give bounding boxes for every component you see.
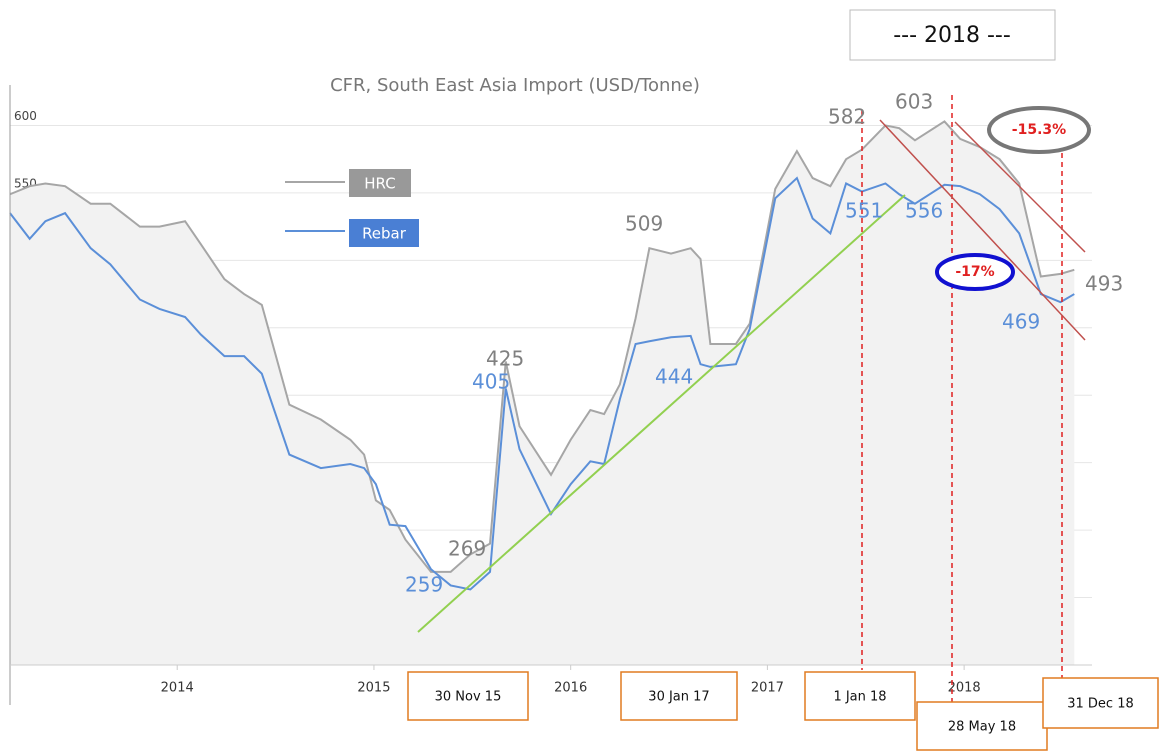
legend: HRC Rebar [285, 169, 419, 247]
date-label: 31 Dec 18 [1067, 697, 1134, 712]
plot [9, 120, 1075, 666]
date-box [407, 671, 529, 721]
x-tick-label: 2016 [554, 681, 587, 696]
chart-title: CFR, South East Asia Import (USD/Tonne) [330, 75, 700, 96]
channel-line [879, 119, 1086, 341]
annotation: 493 [1085, 272, 1123, 296]
series-line [9, 120, 1075, 573]
annotation: 269 [448, 537, 486, 561]
header: --- 2018 --- [893, 23, 1011, 48]
date-label: 28 May 18 [948, 720, 1016, 735]
date-label: 30 Nov 15 [435, 690, 502, 705]
legend-box [349, 169, 411, 197]
date-label: 30 Jan 17 [648, 690, 709, 705]
highlight-ellipse [935, 253, 1015, 291]
annotation: 444 [655, 365, 693, 389]
annotation: 259 [405, 573, 443, 597]
annotation: 603 [895, 90, 933, 114]
highlight-ellipse [987, 106, 1091, 154]
series-line [9, 176, 1075, 591]
date-box [916, 701, 1048, 751]
y-tick-label: 600 [14, 109, 37, 123]
annotation: -15.3% [1012, 122, 1066, 138]
date-box [1042, 677, 1159, 729]
legend-box [349, 219, 419, 247]
x-tick-label: 2015 [357, 681, 390, 696]
date-box [620, 671, 738, 721]
area [10, 121, 1075, 666]
x-tick-label: 2017 [751, 681, 784, 696]
date-label: 1 Jan 18 [833, 690, 886, 705]
legend-label: Rebar [362, 225, 407, 243]
trend-line [417, 194, 906, 633]
x-tick-label: 2014 [161, 681, 194, 696]
header-box [849, 9, 1056, 61]
x-tick-label: 2018 [948, 681, 981, 696]
annotation: 551 [845, 199, 883, 223]
annotation: 556 [905, 199, 943, 223]
annotation: -17% [955, 264, 994, 280]
channel-line [954, 121, 1086, 253]
annotation: 582 [828, 105, 866, 129]
date-box [804, 671, 916, 721]
annotation: 509 [625, 212, 663, 236]
annotation: 425 [486, 347, 524, 371]
annotation: 469 [1002, 310, 1040, 334]
legend-label: HRC [364, 175, 395, 193]
annotation: 405 [472, 370, 510, 394]
